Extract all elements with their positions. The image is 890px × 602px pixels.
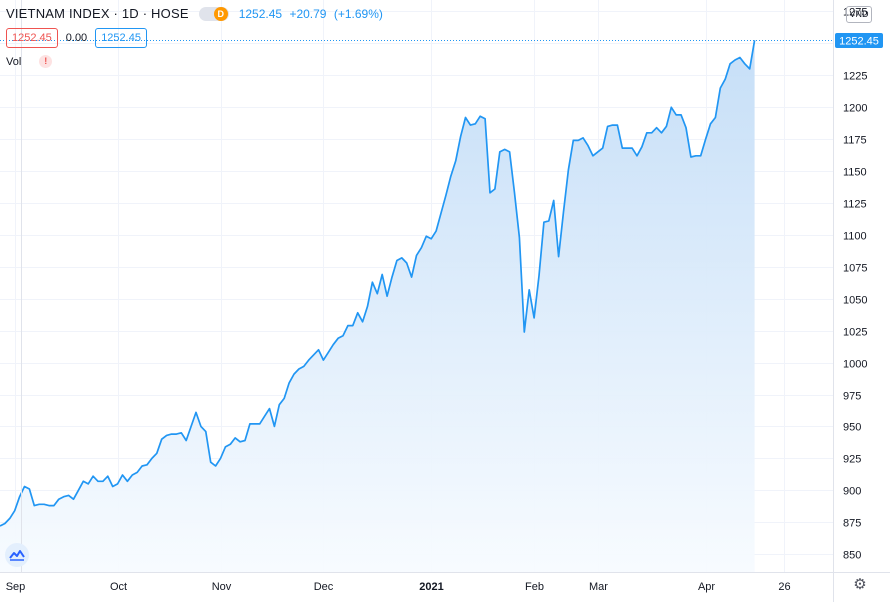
symbol-title[interactable]: VIETNAM INDEX · 1D · HOSE xyxy=(6,6,189,21)
y-tick-label: 1125 xyxy=(843,199,867,211)
y-tick-label: 1225 xyxy=(843,71,867,83)
time-axis[interactable]: Sep Oct Nov Dec 2021 Feb Mar Apr 26 xyxy=(6,581,791,593)
y-tick-label: 925 xyxy=(843,454,861,466)
volume-legend: Vol ! xyxy=(6,55,53,68)
delayed-badge: D xyxy=(213,6,228,21)
quote-values: 1252.45 +20.79 (+1.69%) xyxy=(239,7,387,21)
y-tick-label: 875 xyxy=(843,518,861,530)
tradingview-logo-icon[interactable] xyxy=(5,543,29,567)
y-tick-label: 950 xyxy=(843,422,861,434)
y-tick-label: 1050 xyxy=(843,295,867,307)
x-tick-label: Apr xyxy=(698,581,715,593)
x-tick-label: Feb xyxy=(525,581,544,593)
x-tick-label: Mar xyxy=(589,581,608,593)
y-tick-label: 1100 xyxy=(843,231,867,243)
volume-label[interactable]: Vol xyxy=(6,55,22,68)
currency-unit-button[interactable]: VND xyxy=(846,6,872,23)
buy-price-box[interactable]: 1252.45 xyxy=(95,28,147,48)
sell-price-box[interactable]: 1252.45 xyxy=(6,28,58,48)
x-tick-label: Nov xyxy=(212,581,232,593)
x-tick-label: Sep xyxy=(6,581,26,593)
last-price-label: 1252.45 xyxy=(839,36,879,48)
price-area xyxy=(0,40,755,573)
legend: VIETNAM INDEX · 1D · HOSE D 1252.45 +20.… xyxy=(6,6,387,21)
x-tick-label: Dec xyxy=(314,581,334,593)
y-tick-label: 975 xyxy=(843,391,861,403)
spread-value: 0.00 xyxy=(65,32,88,44)
last-value: 1252.45 xyxy=(238,6,283,21)
bid-ask-row: 1252.45 0.00 1252.45 xyxy=(6,28,147,48)
y-tick-label: 1025 xyxy=(843,327,867,339)
y-tick-label: 900 xyxy=(843,486,861,498)
y-tick-label: 1200 xyxy=(843,103,867,115)
price-line xyxy=(0,40,756,527)
gear-icon[interactable]: ⚙ xyxy=(853,576,867,593)
data-source-toggle[interactable]: D xyxy=(198,6,229,21)
change-value: +20.79 xyxy=(289,6,327,21)
x-tick-label: 2021 xyxy=(419,581,443,593)
y-tick-label: 1175 xyxy=(843,135,867,147)
last-price-tag: 1252.45 xyxy=(835,33,883,48)
y-tick-label: 1000 xyxy=(843,359,867,371)
warning-icon[interactable]: ! xyxy=(39,55,53,68)
y-tick-label: 1075 xyxy=(843,263,867,275)
change-percent: (+1.69%) xyxy=(333,6,383,21)
price-axis[interactable]: 1275125012251200117511501125110010751050… xyxy=(843,7,867,562)
y-tick-label: 1150 xyxy=(843,167,867,179)
x-tick-label: 26 xyxy=(778,581,790,593)
y-tick-label: 1275 xyxy=(843,7,867,19)
y-tick-label: 850 xyxy=(843,550,861,562)
x-tick-label: Oct xyxy=(110,581,127,593)
